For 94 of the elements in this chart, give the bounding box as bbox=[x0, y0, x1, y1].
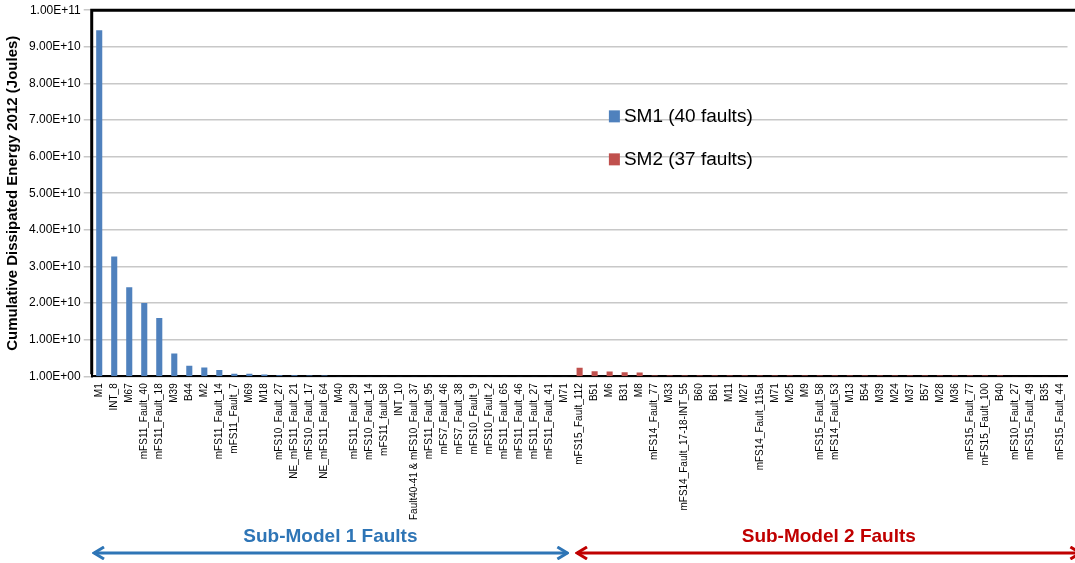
y-tick-label: 4.00E+10 bbox=[29, 222, 82, 237]
x-tick-label: M9 bbox=[798, 382, 810, 398]
y-tick-label: 1.00E+11 bbox=[29, 2, 82, 17]
y-tick-label: 1.00E+00 bbox=[29, 368, 82, 383]
x-tick-label: mFS10_Fault_14 bbox=[363, 382, 375, 460]
bar bbox=[171, 353, 178, 377]
x-tick-label: M11 bbox=[723, 382, 735, 402]
x-tick-label: M71 bbox=[558, 382, 570, 403]
x-tick-label: INT_8 bbox=[107, 382, 119, 411]
x-tick-label: mFS7_Fault_46 bbox=[438, 382, 450, 455]
x-tick-label: mFS15_Fault_100 bbox=[978, 382, 990, 466]
x-tick-label: mFS15_Fault_49 bbox=[1023, 382, 1035, 460]
x-tick-label: M69 bbox=[243, 382, 255, 403]
x-tick-label: B40 bbox=[993, 382, 1005, 402]
bar bbox=[111, 256, 118, 377]
x-tick-label: M28 bbox=[933, 382, 945, 403]
x-tick-label: mFS11_Fault_29 bbox=[348, 382, 360, 460]
x-tick-label: B54 bbox=[858, 382, 870, 402]
x-tick-label: mFS11_Fault_27 bbox=[528, 382, 540, 460]
x-tick-label: M71 bbox=[768, 382, 780, 403]
bar bbox=[591, 371, 598, 377]
x-tick-label: M8 bbox=[633, 382, 645, 398]
x-tick-label: M24 bbox=[888, 382, 900, 403]
y-axis-title: Cumulative Dissipated Energy 2012 (Joules) bbox=[3, 35, 21, 351]
x-tick-label: mFS10_Fault_27 bbox=[273, 382, 285, 460]
x-tick-label: M13 bbox=[843, 382, 855, 403]
y-tick-label: 1.00E+10 bbox=[29, 331, 82, 346]
y-tick-label: 6.00E+10 bbox=[29, 148, 82, 163]
x-tick-label: mFS11_Fault_65 bbox=[498, 382, 510, 460]
x-tick-label: mFS15_Fault_112 bbox=[573, 382, 585, 465]
x-tick-label: B60 bbox=[693, 382, 705, 402]
bar bbox=[156, 318, 163, 377]
bar bbox=[126, 287, 133, 377]
x-tick-label: mFS11_Fault_41 bbox=[543, 382, 555, 460]
x-tick-label: mFS10_Fault_9 bbox=[468, 382, 480, 455]
bar bbox=[576, 367, 583, 377]
legend-label: SM1 (40 faults) bbox=[623, 104, 753, 126]
y-tick-label: 3.00E+10 bbox=[29, 258, 82, 273]
x-tick-label: mFS14_Fault_115a bbox=[753, 382, 765, 471]
x-tick-label: M27 bbox=[738, 382, 750, 403]
x-tick-label: M39 bbox=[873, 382, 885, 403]
x-tick-label: M40 bbox=[333, 382, 345, 403]
x-tick-label: M25 bbox=[783, 382, 795, 403]
x-tick-label: mFS10_Fault_17 bbox=[303, 382, 315, 460]
x-tick-label: mFS11_Fault_40 bbox=[138, 382, 150, 460]
text: Sub-Model 2 Faults bbox=[741, 525, 916, 547]
x-tick-label: M1 bbox=[92, 382, 104, 398]
x-tick-label: mFS15_Fault_58 bbox=[813, 382, 825, 460]
x-tick-label: NE_mFS11_Fault_21 bbox=[288, 382, 300, 479]
x-tick-label: mFS11_Fault_14 bbox=[213, 382, 225, 460]
x-tick-label: INT_10 bbox=[393, 382, 405, 417]
x-tick-label: M18 bbox=[258, 382, 270, 403]
x-tick-label: Fault40-41 & mFS10_Fault_37 bbox=[408, 382, 420, 521]
x-tick-label: mFS11_Fault_18 bbox=[153, 382, 165, 460]
y-tick-label: 7.00E+10 bbox=[29, 112, 82, 127]
x-tick-label: mFS7_Fault_38 bbox=[453, 382, 465, 455]
x-tick-label: M67 bbox=[123, 382, 134, 403]
x-tick-label: mFS15_Fault_77 bbox=[963, 382, 975, 460]
bar bbox=[606, 371, 613, 377]
x-tick-label: B44 bbox=[183, 382, 195, 402]
bar bbox=[96, 30, 103, 377]
x-tick-label: B57 bbox=[918, 382, 930, 402]
x-tick-label: M39 bbox=[168, 382, 180, 403]
x-tick-label: B31 bbox=[618, 382, 630, 402]
x-tick-label: B61 bbox=[708, 382, 720, 402]
x-tick-label: B51 bbox=[588, 382, 600, 402]
text: Sub-Model 1 Faults bbox=[243, 525, 418, 547]
x-tick-label: NE_mFS11_Fault_64 bbox=[318, 382, 330, 479]
x-tick-label: B35 bbox=[1038, 382, 1050, 402]
x-tick-label: M36 bbox=[948, 382, 960, 403]
y-tick-label: 5.00E+10 bbox=[29, 185, 82, 200]
x-tick-label: M37 bbox=[903, 382, 915, 403]
x-tick-label: mFS15_Fault_44 bbox=[1053, 382, 1065, 460]
x-tick-label: mFS11_Fault_46 bbox=[513, 382, 525, 460]
x-tick-label: mFS14_Fault_77 bbox=[648, 382, 660, 460]
bar bbox=[141, 303, 148, 377]
y-tick-label: 8.00E+10 bbox=[29, 75, 82, 90]
bar bbox=[201, 367, 208, 377]
bar bbox=[621, 372, 628, 377]
legend-label: SM2 (37 faults) bbox=[623, 147, 753, 169]
x-tick-label: mFS14_Fault_53 bbox=[828, 382, 840, 460]
x-tick-label: mFS14_Fault_17-18-INT_55 bbox=[678, 382, 690, 511]
x-tick-label: M2 bbox=[198, 382, 210, 398]
bar bbox=[186, 365, 193, 377]
x-tick-label: mFS11_fault_58 bbox=[378, 382, 390, 456]
x-tick-label: mFS10_Fault_2 bbox=[483, 382, 495, 455]
bar bbox=[216, 370, 223, 377]
x-tick-label: mFS10_Fault_27 bbox=[1008, 382, 1020, 460]
x-tick-label: mFS11_Fault_7 bbox=[228, 382, 240, 454]
x-tick-label: mFS11_Fault_95 bbox=[423, 382, 435, 460]
x-tick-label: M33 bbox=[663, 382, 675, 403]
x-tick-label: M6 bbox=[603, 382, 615, 398]
y-tick-label: 9.00E+10 bbox=[29, 39, 82, 54]
y-tick-label: 2.00E+10 bbox=[29, 295, 82, 310]
